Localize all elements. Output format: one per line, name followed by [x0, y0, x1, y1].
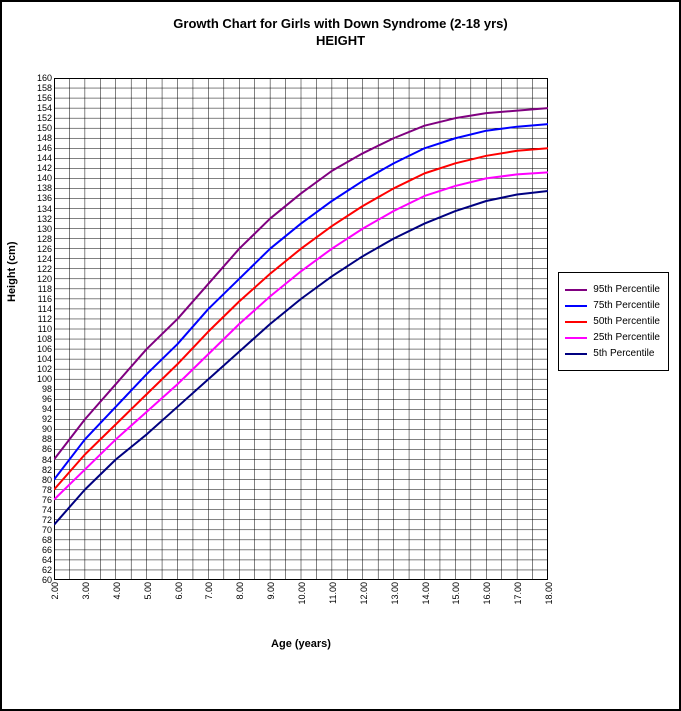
- x-axis-label: Age (years): [54, 638, 548, 650]
- legend-swatch: [565, 289, 587, 291]
- x-tick-label: 18.00: [544, 582, 554, 605]
- legend-label: 5th Percentile: [593, 348, 654, 359]
- y-tick-label: 128: [24, 234, 52, 244]
- legend-entry: 75th Percentile: [565, 300, 660, 311]
- legend-swatch: [565, 353, 587, 355]
- y-tick-label: 114: [24, 304, 52, 314]
- title-line-1: Growth Chart for Girls with Down Syndrom…: [173, 16, 507, 31]
- y-axis-label: Height (cm): [6, 242, 18, 303]
- y-tick-label: 62: [24, 565, 52, 575]
- y-tick-label: 88: [24, 434, 52, 444]
- y-tick-label: 100: [24, 374, 52, 384]
- y-tick-label: 140: [24, 173, 52, 183]
- x-tick-label: 9.00: [266, 582, 276, 600]
- y-tick-label: 142: [24, 163, 52, 173]
- x-tick-label: 3.00: [81, 582, 91, 600]
- y-tick-label: 94: [24, 404, 52, 414]
- x-tick-label: 6.00: [174, 582, 184, 600]
- x-tick-label: 11.00: [328, 582, 338, 604]
- x-tick-label: 2.00: [50, 582, 60, 600]
- x-tick-label: 5.00: [143, 582, 153, 600]
- y-tick-label: 76: [24, 495, 52, 505]
- y-tick-label: 80: [24, 475, 52, 485]
- y-tick-label: 146: [24, 143, 52, 153]
- y-tick-label: 138: [24, 183, 52, 193]
- legend-entry: 25th Percentile: [565, 332, 660, 343]
- growth-chart-svg: [54, 78, 548, 580]
- y-tick-label: 134: [24, 204, 52, 214]
- y-tick-label: 108: [24, 334, 52, 344]
- y-tick-label: 132: [24, 214, 52, 224]
- x-tick-label: 7.00: [204, 582, 214, 600]
- y-tick-label: 144: [24, 153, 52, 163]
- y-tick-label: 66: [24, 545, 52, 555]
- y-tick-label: 64: [24, 555, 52, 565]
- y-tick-label: 98: [24, 384, 52, 394]
- legend-label: 25th Percentile: [593, 332, 660, 343]
- y-tick-label: 92: [24, 414, 52, 424]
- y-tick-label: 136: [24, 193, 52, 203]
- y-tick-label: 148: [24, 133, 52, 143]
- legend: 95th Percentile 75th Percentile 50th Perce…: [558, 272, 669, 371]
- legend-label: 50th Percentile: [593, 316, 660, 327]
- y-tick-label: 152: [24, 113, 52, 123]
- y-tick-label: 130: [24, 224, 52, 234]
- x-tick-label: 10.00: [297, 582, 307, 605]
- y-tick-label: 84: [24, 455, 52, 465]
- legend-label: 75th Percentile: [593, 300, 660, 311]
- y-tick-label: 124: [24, 254, 52, 264]
- y-tick-label: 156: [24, 93, 52, 103]
- y-tick-label: 70: [24, 525, 52, 535]
- x-tick-label: 15.00: [451, 582, 461, 605]
- x-tick-label: 16.00: [482, 582, 492, 605]
- plot-area: 6062646668707274767880828486889092949698…: [54, 78, 548, 580]
- chart-frame: Growth Chart for Girls with Down Syndrom…: [0, 0, 681, 711]
- y-tick-label: 60: [24, 575, 52, 585]
- y-tick-label: 78: [24, 485, 52, 495]
- y-tick-label: 118: [24, 284, 52, 294]
- y-tick-label: 96: [24, 394, 52, 404]
- y-tick-label: 72: [24, 515, 52, 525]
- title-line-2: HEIGHT: [316, 33, 365, 48]
- y-tick-label: 104: [24, 354, 52, 364]
- y-tick-label: 116: [24, 294, 52, 304]
- legend-entry: 5th Percentile: [565, 348, 660, 359]
- legend-entry: 95th Percentile: [565, 284, 660, 295]
- y-tick-label: 126: [24, 244, 52, 254]
- x-tick-label: 17.00: [513, 582, 523, 605]
- y-tick-label: 120: [24, 274, 52, 284]
- x-tick-label: 8.00: [235, 582, 245, 600]
- x-axis-ticks: 2.003.004.005.006.007.008.009.0010.0011.…: [54, 582, 548, 630]
- x-tick-label: 12.00: [359, 582, 369, 605]
- y-tick-label: 102: [24, 364, 52, 374]
- y-tick-label: 160: [24, 73, 52, 83]
- y-tick-label: 150: [24, 123, 52, 133]
- legend-swatch: [565, 305, 587, 307]
- y-axis-ticks: 6062646668707274767880828486889092949698…: [24, 78, 52, 580]
- y-tick-label: 110: [24, 324, 52, 334]
- legend-swatch: [565, 337, 587, 339]
- y-tick-label: 74: [24, 505, 52, 515]
- x-tick-label: 14.00: [421, 582, 431, 605]
- y-tick-label: 122: [24, 264, 52, 274]
- y-tick-label: 112: [24, 314, 52, 324]
- y-tick-label: 68: [24, 535, 52, 545]
- y-tick-label: 90: [24, 424, 52, 434]
- y-tick-label: 154: [24, 103, 52, 113]
- y-tick-label: 106: [24, 344, 52, 354]
- y-tick-label: 158: [24, 83, 52, 93]
- legend-swatch: [565, 321, 587, 323]
- y-tick-label: 82: [24, 465, 52, 475]
- x-tick-label: 4.00: [112, 582, 122, 600]
- y-tick-label: 86: [24, 444, 52, 454]
- chart-title: Growth Chart for Girls with Down Syndrom…: [2, 2, 679, 50]
- legend-entry: 50th Percentile: [565, 316, 660, 327]
- x-tick-label: 13.00: [390, 582, 400, 605]
- legend-label: 95th Percentile: [593, 284, 660, 295]
